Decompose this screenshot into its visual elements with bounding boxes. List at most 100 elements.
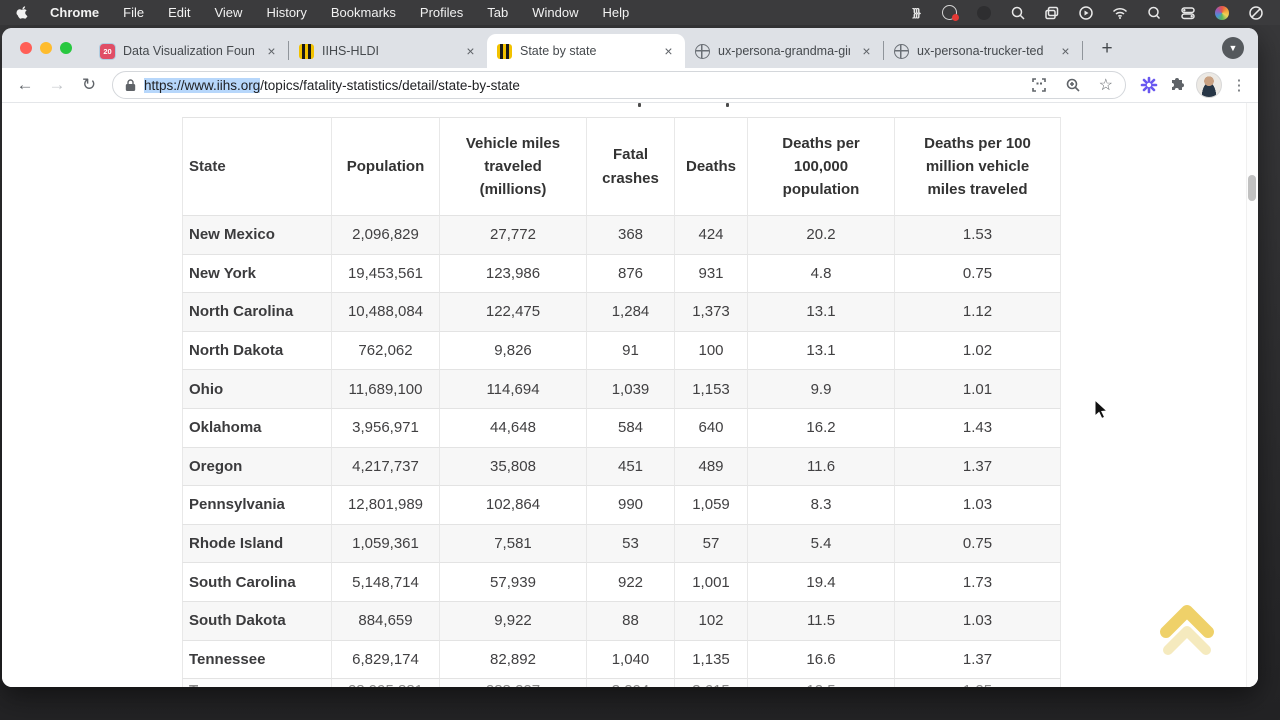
tab-close-icon[interactable]: × xyxy=(466,42,475,59)
cell-state: Rhode Island xyxy=(182,524,332,564)
page-scrollbar-track[interactable] xyxy=(1246,103,1258,687)
dimmed-app-icon[interactable] xyxy=(975,4,992,21)
cell-deaths: 489 xyxy=(675,447,748,487)
do-not-disturb-icon[interactable] xyxy=(1247,4,1264,21)
cell-vmt: 27,772 xyxy=(440,216,587,255)
tab-close-icon[interactable]: × xyxy=(1061,42,1070,59)
cell-population: 6,829,174 xyxy=(332,640,440,680)
cell-deaths: 931 xyxy=(675,254,748,294)
zoom-in-icon[interactable] xyxy=(1065,77,1081,93)
keyboard-brightness-icon[interactable]: }}} xyxy=(912,6,921,19)
cell-population: 11,689,100 xyxy=(332,370,440,409)
wifi-icon[interactable] xyxy=(1111,4,1128,21)
menu-status-icons: }}} xyxy=(907,4,1264,21)
tab-label: IIHS-HLDI xyxy=(322,44,379,58)
cell-fatal-crashes: 990 xyxy=(587,486,675,525)
tab-close-icon[interactable]: × xyxy=(862,42,871,59)
cell-fatal-crashes: 584 xyxy=(587,408,675,448)
menu-item-history[interactable]: History xyxy=(266,5,307,20)
extensions-puzzle-icon[interactable] xyxy=(1164,76,1190,94)
cell-state: New Mexico xyxy=(182,216,332,255)
menu-item-file[interactable]: File xyxy=(123,5,145,20)
table-row-partial: Texas 28,995,881 288,227 3,294 3,615 12.… xyxy=(182,679,1061,687)
cell-deaths-per-100k: 13.1 xyxy=(748,293,895,332)
menu-item-help[interactable]: Help xyxy=(602,5,630,20)
window-stack-icon[interactable] xyxy=(1043,4,1060,21)
bookmark-star-icon[interactable]: ☆ xyxy=(1098,77,1113,94)
column-header: State xyxy=(182,117,332,216)
colorful-app-icon[interactable] xyxy=(1213,4,1230,21)
cell-deaths-per-100k: 12.5 xyxy=(748,679,895,687)
cell-deaths: 1,373 xyxy=(675,293,748,332)
menu-item-window[interactable]: Window xyxy=(532,5,579,20)
screen-recording-icon[interactable] xyxy=(941,4,959,21)
close-window-button[interactable] xyxy=(20,42,32,54)
tab-close-icon[interactable]: × xyxy=(267,42,276,59)
menu-item-edit[interactable]: Edit xyxy=(168,5,191,20)
cell-state: Texas xyxy=(182,679,332,687)
cell-state: South Carolina xyxy=(182,563,332,602)
tab-separator xyxy=(1082,41,1083,60)
control-center-icon[interactable] xyxy=(1179,4,1196,21)
table-body: New Mexico 2,096,829 27,772 368 424 20.2… xyxy=(182,216,1061,687)
screenshot-frame-icon[interactable] xyxy=(1031,77,1047,93)
tab-label: State by state xyxy=(520,44,597,58)
browser-tab[interactable]: IIHS-HLDI × xyxy=(289,34,487,68)
table-row: Oklahoma 3,956,971 44,648 584 640 16.2 1… xyxy=(182,408,1061,448)
menu-item-bookmarks[interactable]: Bookmarks xyxy=(330,5,396,20)
cell-fatal-crashes: 88 xyxy=(587,601,675,641)
extension-pinwheel-icon[interactable] xyxy=(1136,76,1162,94)
cell-deaths: 1,135 xyxy=(675,640,748,680)
cell-population: 4,217,737 xyxy=(332,447,440,487)
cell-state: South Dakota xyxy=(182,601,332,641)
cell-deaths-per-100k: 11.5 xyxy=(748,601,895,641)
tab-label: ux-persona-trucker-ted xyxy=(917,44,1044,58)
new-tab-button[interactable]: + xyxy=(1101,38,1113,59)
cell-deaths-per-100m-vmt: 1.03 xyxy=(895,486,1061,525)
minimize-window-button[interactable] xyxy=(40,42,52,54)
page-scrollbar-thumb[interactable] xyxy=(1248,175,1256,201)
reload-button[interactable]: ↻ xyxy=(81,75,97,94)
cell-deaths-per-100m-vmt: 1.03 xyxy=(895,601,1061,641)
cell-vmt: 7,581 xyxy=(440,524,587,564)
menu-item-profiles[interactable]: Profiles xyxy=(419,5,464,20)
tab-search-button[interactable]: ▼ xyxy=(1222,37,1244,59)
cell-fatal-crashes: 1,040 xyxy=(587,640,675,680)
cell-vmt: 123,986 xyxy=(440,254,587,294)
tabs-container: 20 Data Visualization Founda × IIHS-HLDI… xyxy=(90,34,1083,68)
cell-fatal-crashes: 53 xyxy=(587,524,675,564)
zoom-window-button[interactable] xyxy=(60,42,72,54)
scroll-to-top-button[interactable] xyxy=(1156,598,1218,662)
lock-icon[interactable] xyxy=(125,78,136,92)
apple-menu-icon[interactable] xyxy=(16,5,30,21)
magnifier-tool-icon[interactable] xyxy=(1009,4,1026,21)
play-circle-icon[interactable] xyxy=(1077,4,1094,21)
menu-item-view[interactable]: View xyxy=(214,5,243,20)
browser-tab[interactable]: 20 Data Visualization Founda × xyxy=(90,34,288,68)
cell-deaths-per-100k: 5.4 xyxy=(748,524,895,564)
tab-close-icon[interactable]: × xyxy=(664,42,673,59)
url-text[interactable]: https://www.iihs.org/topics/fatality-sta… xyxy=(144,77,1013,93)
address-bar[interactable]: https://www.iihs.org/topics/fatality-sta… xyxy=(112,71,1126,99)
clipped-title-fragment xyxy=(638,103,641,107)
cell-state: Pennsylvania xyxy=(182,486,332,525)
column-header: Deaths per 100 million vehicle miles tra… xyxy=(895,117,1061,216)
profile-avatar[interactable] xyxy=(1196,72,1222,98)
clipped-title-fragment xyxy=(726,103,729,107)
spotlight-search-icon[interactable] xyxy=(1145,4,1162,21)
browser-tab[interactable]: ux-persona-trucker-ted × xyxy=(884,34,1082,68)
cell-fatal-crashes: 368 xyxy=(587,216,675,255)
menu-app-name[interactable]: Chrome xyxy=(50,5,100,20)
column-header: Vehicle miles traveled (millions) xyxy=(440,117,587,216)
back-button[interactable]: ← xyxy=(16,75,34,94)
cell-deaths: 1,001 xyxy=(675,563,748,602)
menu-item-tab[interactable]: Tab xyxy=(487,5,509,20)
browser-tab[interactable]: ux-persona-grandma-gin × xyxy=(685,34,883,68)
browser-tab[interactable]: State by state × xyxy=(487,34,685,68)
forward-button[interactable]: → xyxy=(48,75,66,94)
cell-deaths-per-100m-vmt: 1.25 xyxy=(895,679,1061,687)
column-header: Deaths xyxy=(675,117,748,216)
table-row: North Dakota 762,062 9,826 91 100 13.1 1… xyxy=(182,331,1061,371)
cell-deaths-per-100m-vmt: 1.53 xyxy=(895,216,1061,255)
chrome-menu-icon[interactable]: ⋮ xyxy=(1231,77,1247,94)
